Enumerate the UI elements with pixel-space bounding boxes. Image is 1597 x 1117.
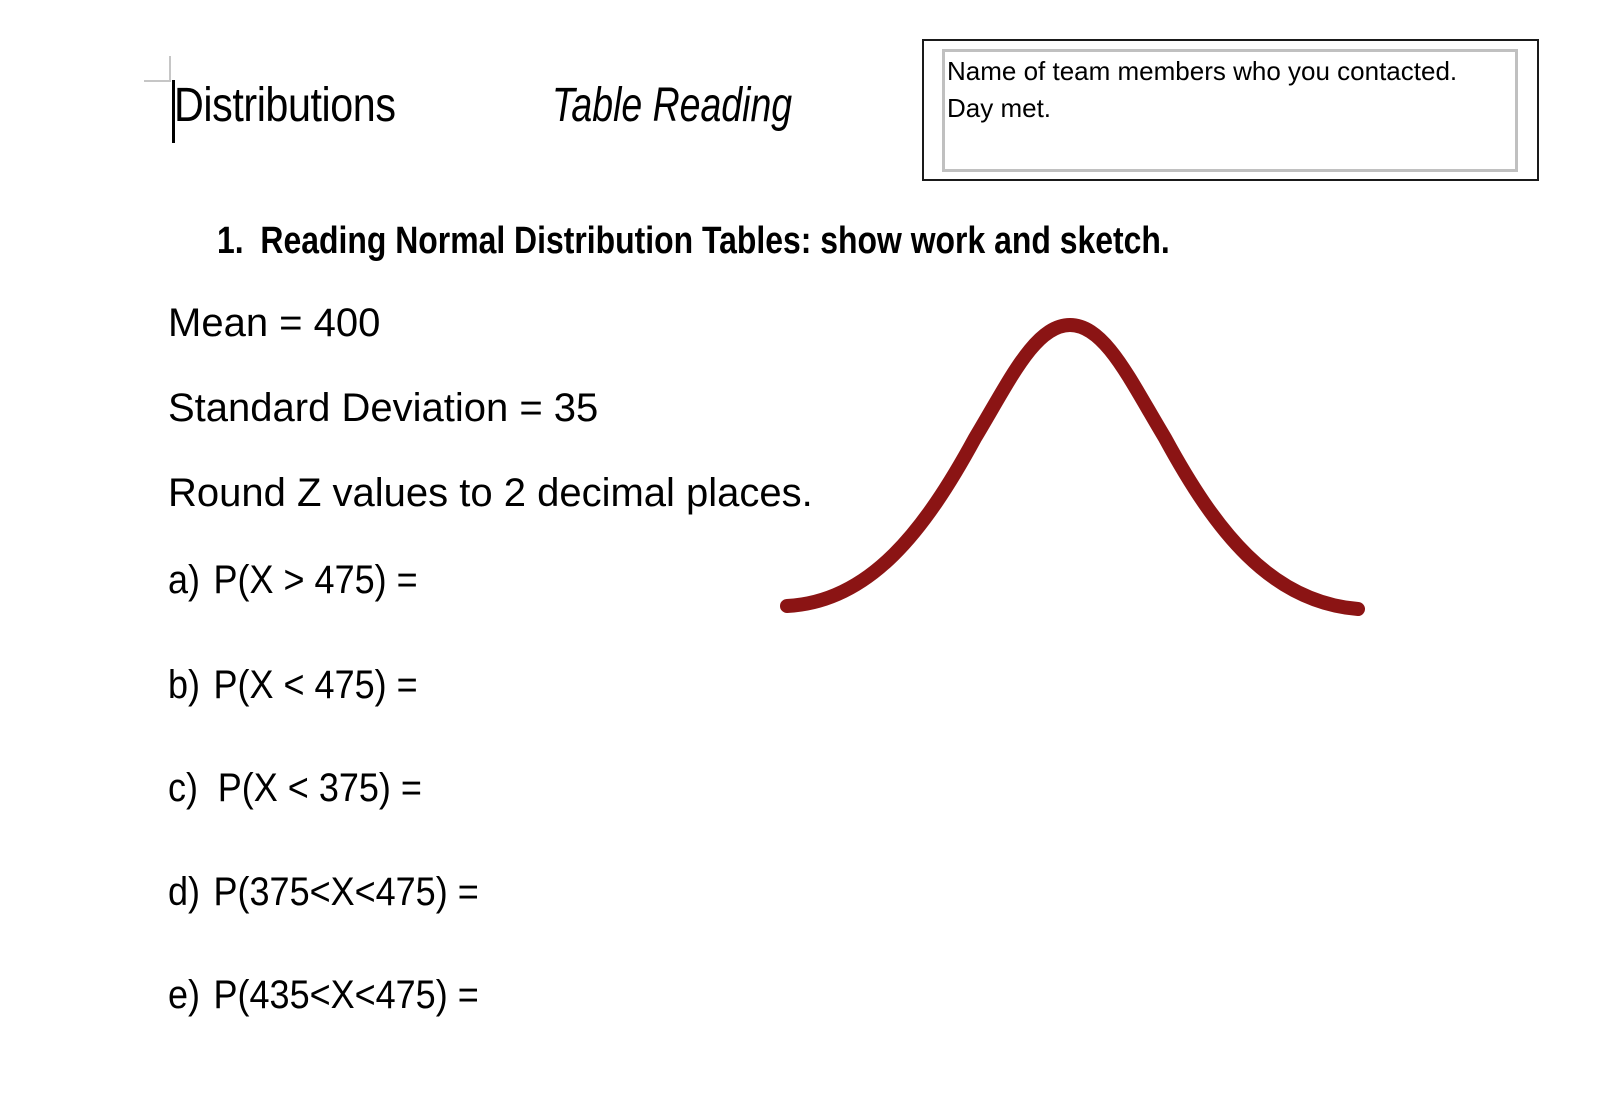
given-rounding: Round Z values to 2 decimal places. xyxy=(168,471,813,515)
problem-label: b) xyxy=(168,663,201,707)
text-cursor xyxy=(172,80,175,143)
problem-label: d) xyxy=(168,870,201,914)
problem-expression: P(435<X<475) = xyxy=(213,973,479,1017)
given-std-dev: Standard Deviation = 35 xyxy=(168,386,599,430)
problem-row-d: d) P(375<X<475) = xyxy=(168,872,479,912)
page-title: Distributions xyxy=(174,79,396,132)
problem-row-c: c) P(X < 375) = xyxy=(168,768,422,808)
bell-curve-path xyxy=(780,318,1365,616)
name-entry-box[interactable]: Name of team members who you contacted. … xyxy=(922,39,1539,181)
name-box-line2: Day met. xyxy=(947,93,1052,123)
problem-row-b: b) P(X < 475) = xyxy=(168,665,418,705)
name-entry-box-inner[interactable]: Name of team members who you contacted. … xyxy=(942,49,1518,172)
question-number: 1. xyxy=(217,220,244,262)
problem-expression: P(X < 475) = xyxy=(213,663,418,707)
normal-curve-sketch[interactable] xyxy=(750,290,1390,630)
margin-crop-mark-horizontal xyxy=(144,80,171,82)
problem-row-e: e) P(435<X<475) = xyxy=(168,975,479,1015)
question-text: Reading Normal Distribution Tables: show… xyxy=(260,220,1170,262)
margin-crop-mark-vertical xyxy=(169,56,171,82)
problem-expression: P(375<X<475) = xyxy=(213,870,479,914)
page-subtitle: Table Reading xyxy=(552,79,793,132)
problem-label: a) xyxy=(168,558,201,602)
problem-expression: P(X > 475) = xyxy=(213,558,418,602)
problem-label: e) xyxy=(168,973,201,1017)
problem-expression: P(X < 375) = xyxy=(217,766,422,810)
problem-label: c) xyxy=(168,766,198,810)
given-mean: Mean = 400 xyxy=(168,301,381,345)
name-box-line1: Name of team members who you contacted. xyxy=(947,56,1458,86)
question-heading: 1. Reading Normal Distribution Tables: s… xyxy=(217,222,1170,260)
problem-row-a: a) P(X > 475) = xyxy=(168,560,418,600)
